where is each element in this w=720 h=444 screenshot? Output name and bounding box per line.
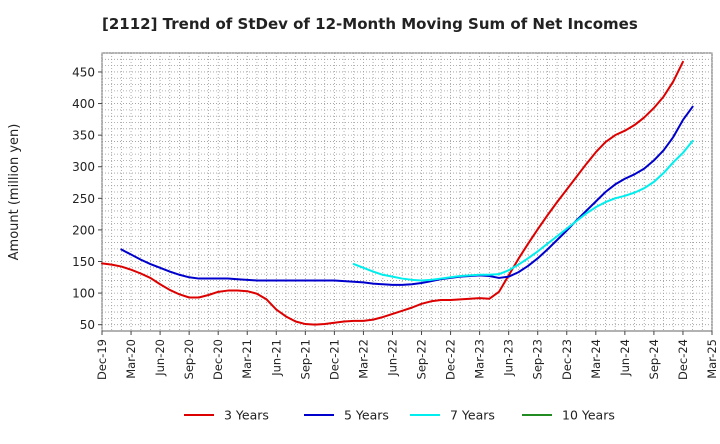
x-tick-label: Dec-19	[95, 339, 109, 380]
x-tick-label: Sep-21	[298, 339, 312, 379]
y-tick-label: 350	[72, 129, 95, 143]
x-tick-label: Mar-25	[705, 339, 719, 379]
legend-label: 5 Years	[344, 408, 389, 423]
x-tick-label: Dec-20	[211, 339, 225, 380]
series-line-3-years	[101, 60, 684, 326]
x-tick-label: Mar-24	[589, 339, 603, 379]
legend-label: 7 Years	[450, 408, 495, 423]
y-tick-label: 300	[72, 160, 95, 174]
y-tick-label: 400	[72, 97, 95, 111]
x-tick-label: Jun-21	[269, 339, 283, 377]
chart-title: [2112] Trend of StDev of 12-Month Moving…	[102, 15, 638, 33]
y-tick-label: 250	[72, 192, 95, 206]
x-tick-label: Mar-20	[124, 339, 138, 379]
x-tick-label: Jun-22	[385, 339, 399, 377]
y-tick-label: 150	[72, 255, 95, 269]
series-line-7-years	[352, 139, 694, 282]
x-tick-label: Mar-23	[473, 339, 487, 379]
y-tick-label: 450	[72, 65, 95, 79]
x-tick-label: Sep-24	[647, 339, 661, 379]
y-tick-label: 100	[72, 287, 95, 301]
x-tick-label: Dec-24	[676, 339, 690, 380]
legend-label: 3 Years	[224, 408, 269, 423]
x-tick-label: Dec-23	[560, 339, 574, 380]
x-tick-label: Jun-23	[502, 339, 516, 377]
x-tick-label: Sep-23	[531, 339, 545, 379]
x-tick-label: Jun-20	[153, 339, 167, 377]
y-tick-label: 50	[80, 318, 95, 332]
x-tick-label: Mar-21	[240, 339, 254, 379]
y-tick-label: 200	[72, 223, 95, 237]
x-tick-label: Sep-20	[182, 339, 196, 379]
series-line-5-years	[120, 105, 694, 286]
y-axis-label: Amount (million yen)	[7, 124, 22, 261]
x-tick-label: Mar-22	[356, 339, 370, 379]
plot-area	[101, 52, 713, 332]
x-tick-label: Sep-22	[415, 339, 429, 379]
x-tick-label: Jun-24	[618, 339, 632, 377]
legend-label: 10 Years	[562, 408, 615, 423]
x-tick-label: Dec-22	[444, 339, 458, 380]
x-tick-label: Dec-21	[327, 339, 341, 380]
